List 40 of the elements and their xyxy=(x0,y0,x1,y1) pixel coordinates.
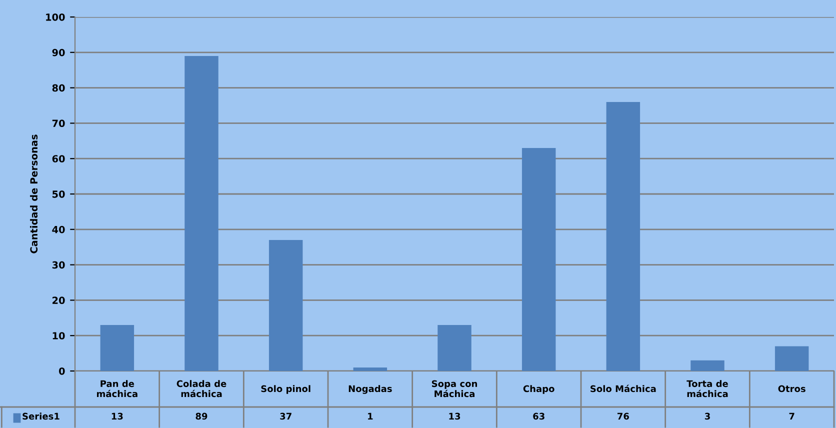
bar xyxy=(184,56,218,371)
y-tick-label: 90 xyxy=(52,48,65,56)
y-tick-label: 10 xyxy=(52,332,65,340)
x-tick-label: Torta de máchica xyxy=(686,380,728,398)
bar xyxy=(774,346,809,371)
x-tick-label: Nogadas xyxy=(348,385,392,394)
y-tick-label: 100 xyxy=(46,13,65,21)
y-tick-label: 0 xyxy=(58,367,65,375)
y-tick-label: 50 xyxy=(52,190,65,198)
y-tick-label: 70 xyxy=(52,120,65,128)
y-tick-label: 20 xyxy=(52,296,65,304)
x-tick-label: Pan de máchica xyxy=(97,380,138,398)
x-tick-label: Colada de máchica xyxy=(176,380,226,398)
y-tick-label: 60 xyxy=(52,155,65,162)
data-label: 7 xyxy=(789,412,794,420)
data-label: 13 xyxy=(449,412,460,420)
x-tick-label: Sopa con Máchica xyxy=(432,380,477,398)
bar xyxy=(100,324,134,371)
data-label: 63 xyxy=(533,412,544,420)
x-tick-label: Solo Máchica xyxy=(590,384,656,392)
data-label: 3 xyxy=(704,412,710,420)
data-label: 13 xyxy=(112,412,123,420)
data-label: 37 xyxy=(280,412,292,420)
data-label: 1 xyxy=(368,412,373,420)
legend-label: Series1 xyxy=(22,412,60,420)
data-label: 76 xyxy=(617,412,629,420)
x-tick-label: Otros xyxy=(778,385,806,392)
y-tick-label: 80 xyxy=(52,84,65,92)
bar xyxy=(353,367,388,371)
x-tick-label: Solo pinol xyxy=(261,385,310,394)
bar xyxy=(690,360,724,371)
y-axis-title: Cantidad de Personas xyxy=(30,134,38,254)
bar xyxy=(522,148,556,371)
x-tick-label: Chapo xyxy=(523,385,554,394)
y-tick-label: 30 xyxy=(52,261,65,269)
data-label: 89 xyxy=(196,412,208,420)
bar xyxy=(268,240,303,371)
bar xyxy=(606,102,640,371)
bar xyxy=(438,324,472,371)
y-tick-label: 40 xyxy=(52,226,65,234)
